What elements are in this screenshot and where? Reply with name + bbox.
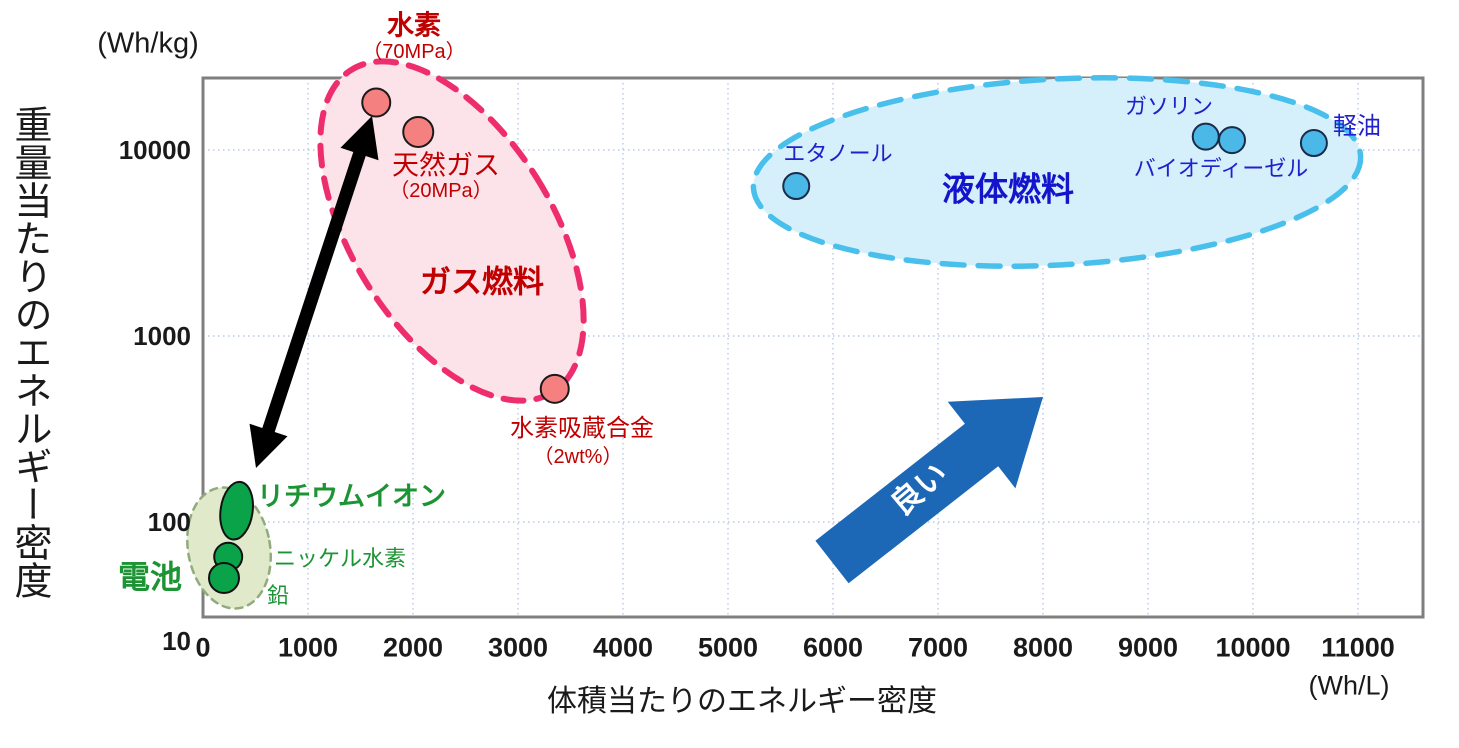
x-axis-title: 体積当たりのエネルギー密度 bbox=[547, 685, 937, 718]
y-tick-1000: 1000 bbox=[133, 321, 191, 351]
x-tick-8000: 8000 bbox=[1012, 632, 1074, 663]
x-tick-2000: 2000 bbox=[382, 632, 444, 663]
point-diesel bbox=[1299, 129, 1328, 158]
y-unit-label: (Wh/kg) bbox=[97, 27, 199, 60]
point-gasoline bbox=[1191, 122, 1220, 151]
label-nimh: ニッケル水素 bbox=[274, 546, 407, 571]
y-axis-title: 重量当たりのエネルギー密度 bbox=[8, 105, 50, 599]
x-unit-label: (Wh/L) bbox=[1308, 670, 1390, 701]
label-liquid-fuel-group: 液体燃料 bbox=[942, 170, 1074, 208]
label-ethanol: エタノール bbox=[783, 141, 893, 166]
point-biodiesel bbox=[1218, 126, 1246, 155]
point-hydrogen bbox=[361, 87, 392, 118]
point-shape-lithium-ion bbox=[219, 480, 254, 541]
label-diesel: 軽油 bbox=[1333, 113, 1381, 140]
label-hydrogen-alloy: 水素吸蔵合金 bbox=[510, 415, 654, 442]
ellipse-shape-gas-fuel bbox=[317, 58, 587, 404]
good-direction-arrow bbox=[815, 397, 1043, 584]
y-tick-100: 100 bbox=[147, 507, 191, 537]
label-natural-gas-pressure: （20MPa） bbox=[389, 180, 493, 202]
x-tick-10000: 10000 bbox=[1215, 632, 1291, 663]
label-hydrogen-alloy-wt: （2wt%） bbox=[533, 446, 623, 468]
x-tick-4000: 4000 bbox=[592, 632, 654, 663]
x-tick-0: 0 bbox=[195, 632, 211, 663]
x-tick-9000: 9000 bbox=[1117, 632, 1179, 663]
point-lithium-ion bbox=[219, 480, 254, 541]
plot-frame bbox=[201, 76, 1425, 619]
ellipse-gas-fuel bbox=[317, 58, 587, 404]
label-gasoline: ガソリン bbox=[1124, 94, 1214, 119]
label-natural-gas: 天然ガス bbox=[392, 150, 500, 181]
label-gas-fuel-group: ガス燃料 bbox=[420, 264, 544, 300]
label-hydrogen: 水素 bbox=[387, 10, 441, 41]
y-tick-10: 10 bbox=[162, 626, 191, 656]
point-lead bbox=[208, 561, 240, 594]
label-lithium-ion: リチウムイオン bbox=[257, 481, 446, 512]
label-lead: 鉛 bbox=[267, 583, 290, 608]
point-ethanol bbox=[782, 172, 811, 201]
label-biodiesel: バイオディーゼル bbox=[1133, 156, 1309, 181]
point-natural-gas bbox=[402, 115, 435, 148]
x-tick-5000: 5000 bbox=[697, 632, 759, 663]
x-tick-7000: 7000 bbox=[907, 632, 969, 663]
x-tick-6000: 6000 bbox=[802, 632, 864, 663]
point-hydrogen-alloy bbox=[539, 373, 570, 404]
label-battery-group: 電池 bbox=[117, 559, 183, 595]
x-tick-3000: 3000 bbox=[487, 632, 549, 663]
y-tick-10000: 10000 bbox=[118, 135, 191, 165]
label-hydrogen-pressure: （70MPa） bbox=[362, 41, 466, 63]
x-tick-1000: 1000 bbox=[277, 632, 339, 663]
tradeoff-double-arrow bbox=[249, 116, 379, 468]
x-tick-11000: 11000 bbox=[1321, 632, 1395, 663]
